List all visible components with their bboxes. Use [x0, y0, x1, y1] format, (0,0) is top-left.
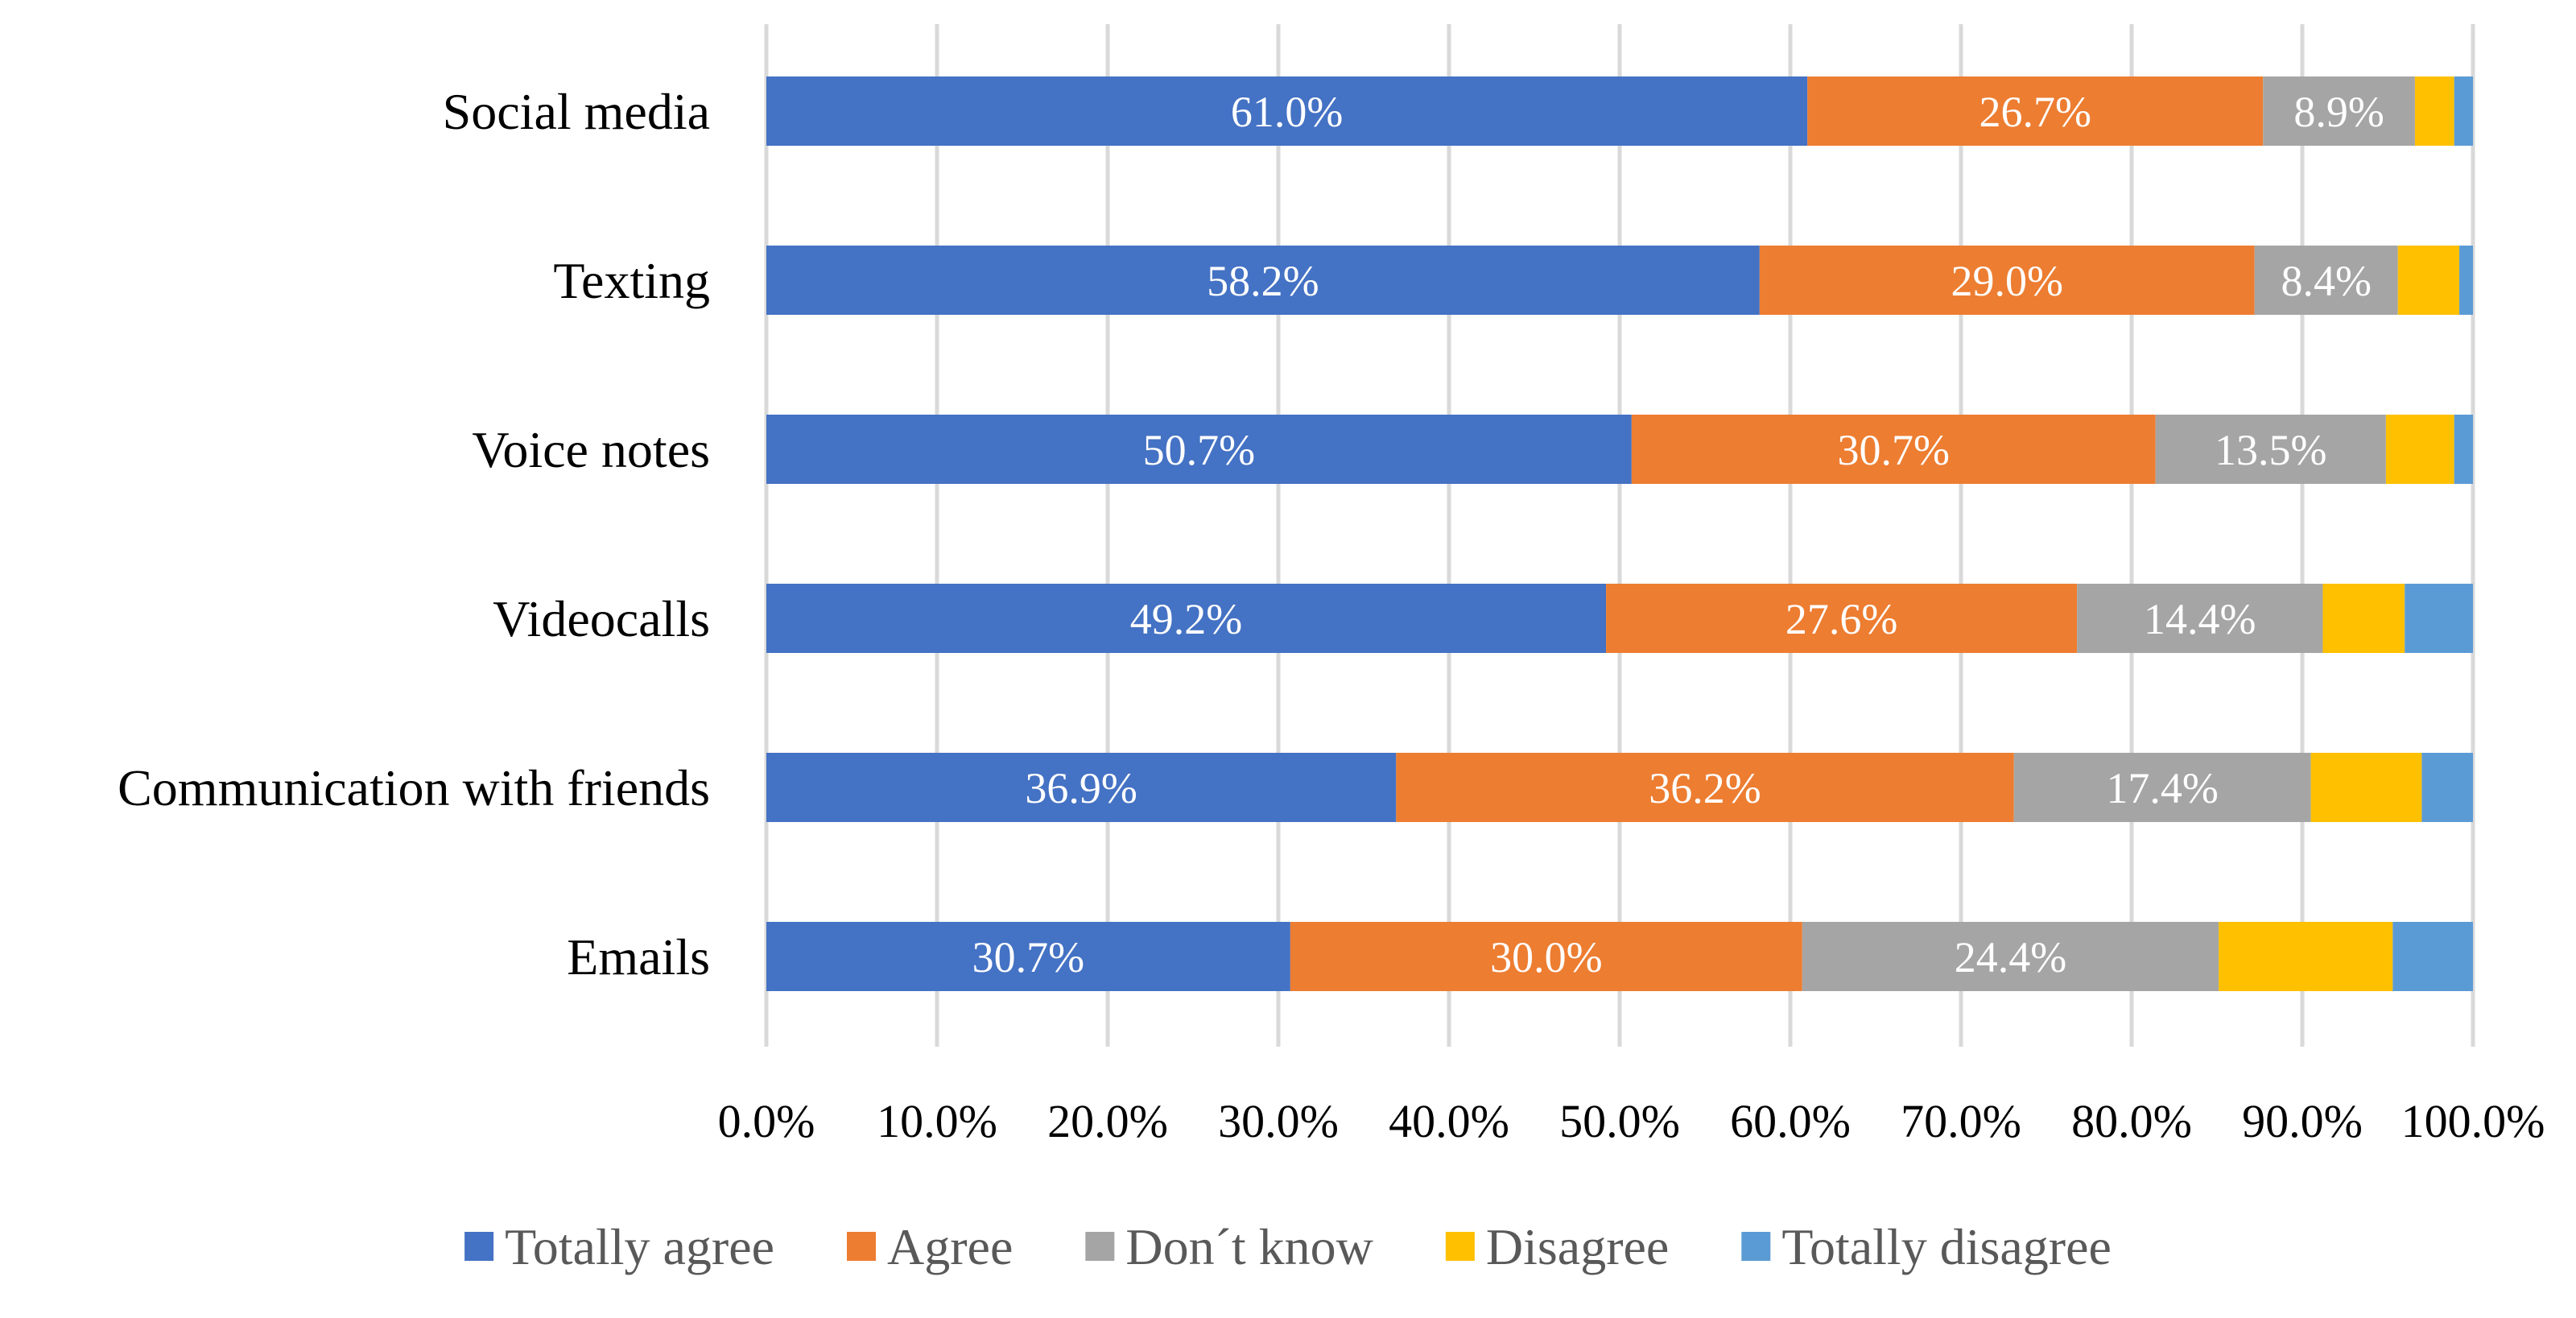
bar-0-2 [2263, 76, 2415, 146]
data-label-2-1: 30.7% [1838, 426, 1950, 474]
bar-4-3 [2310, 753, 2422, 822]
bar-0-0 [766, 76, 1808, 146]
category-label-2: Voice notes [472, 421, 710, 478]
category-label-5: Emails [567, 928, 710, 985]
bar-0-3 [2414, 76, 2454, 146]
bar-1-1 [1759, 246, 2255, 315]
data-label-1-2: 8.4% [2281, 257, 2371, 305]
legend-item-0: Totally agree [464, 1218, 774, 1275]
bar-3-2 [2077, 584, 2323, 653]
x-tick-label-5: 50.0% [1559, 1095, 1680, 1147]
x-tick-label-9: 90.0% [2242, 1095, 2363, 1147]
legend-swatch-2 [1085, 1232, 1115, 1261]
bar-0-1 [1807, 76, 2264, 146]
legend-item-4: Totally disagree [1741, 1218, 2112, 1275]
legend-label-0: Totally agree [505, 1218, 774, 1275]
bar-4-1 [1396, 753, 2014, 822]
data-label-5-2: 24.4% [1955, 933, 2066, 981]
bar-1-0 [766, 246, 1760, 315]
legend-label-1: Agree [887, 1218, 1013, 1275]
bar-5-4 [2392, 922, 2473, 991]
bar-0-4 [2454, 76, 2473, 146]
legend-swatch-4 [1741, 1232, 1771, 1261]
bar-1-4 [2459, 246, 2473, 315]
x-tick-label-4: 40.0% [1389, 1095, 1509, 1147]
x-tick-label-3: 30.0% [1218, 1095, 1339, 1147]
bar-2-1 [1631, 415, 2156, 484]
legend-item-2: Don´t know [1085, 1218, 1373, 1275]
data-label-5-0: 30.7% [972, 933, 1084, 981]
data-label-2-0: 50.7% [1143, 426, 1255, 474]
x-tick-label-6: 60.0% [1730, 1095, 1851, 1147]
bars: 61.0% 26.7% 8.9% 58.2% 29.0% 8.4% 50.7% 30.7% 13… [766, 76, 2473, 991]
category-label-4: Communication with friends [118, 759, 710, 816]
x-tick-label-7: 70.0% [1901, 1095, 2021, 1147]
legend-label-3: Disagree [1486, 1218, 1669, 1275]
legend: Totally agree Agree Don´t know Disagree Tota… [464, 1218, 2112, 1275]
bar-3-0 [766, 584, 1607, 653]
legend-item-3: Disagree [1445, 1218, 1669, 1275]
data-label-3-1: 27.6% [1785, 595, 1897, 643]
legend-swatch-3 [1445, 1232, 1475, 1261]
x-tick-label-0: 0.0% [718, 1095, 815, 1147]
legend-swatch-0 [464, 1232, 494, 1261]
x-tick-label-10: 100.0% [2401, 1095, 2545, 1147]
legend-label-2: Don´t know [1125, 1218, 1373, 1275]
legend-item-1: Agree [847, 1218, 1013, 1275]
category-label-1: Texting [553, 252, 710, 309]
bar-5-2 [1802, 922, 2219, 991]
data-label-0-2: 8.9% [2293, 88, 2384, 136]
data-label-4-1: 36.2% [1649, 764, 1761, 812]
data-label-2-2: 13.5% [2215, 426, 2326, 474]
x-tick-label-2: 20.0% [1047, 1095, 1168, 1147]
category-label-3: Videocalls [493, 590, 710, 647]
legend-swatch-1 [847, 1232, 876, 1261]
data-label-0-0: 61.0% [1231, 88, 1343, 136]
bar-1-3 [2397, 246, 2460, 315]
bar-2-3 [2385, 415, 2454, 484]
bar-5-3 [2219, 922, 2393, 991]
legend-label-4: Totally disagree [1781, 1218, 2112, 1275]
data-label-3-2: 14.4% [2144, 595, 2256, 643]
bar-2-0 [766, 415, 1632, 484]
bar-1-2 [2254, 246, 2398, 315]
bar-3-3 [2322, 584, 2405, 653]
category-labels: Social media Texting Voice notes Videocalls… [118, 83, 710, 985]
bar-2-2 [2155, 415, 2386, 484]
data-label-0-1: 26.7% [1979, 88, 2091, 136]
bar-3-1 [1606, 584, 2078, 653]
data-label-4-0: 36.9% [1025, 764, 1137, 812]
data-label-3-0: 49.2% [1130, 595, 1242, 643]
data-label-5-1: 30.0% [1490, 933, 1602, 981]
data-label-1-1: 29.0% [1951, 257, 2062, 305]
bar-2-4 [2454, 415, 2473, 484]
bar-4-4 [2421, 753, 2473, 822]
data-label-4-2: 17.4% [2106, 764, 2218, 812]
x-tick-label-1: 10.0% [877, 1095, 997, 1147]
bar-4-2 [2013, 753, 2311, 822]
bar-5-0 [766, 922, 1290, 991]
category-label-0: Social media [443, 83, 710, 140]
bar-5-1 [1290, 922, 1802, 991]
bar-3-4 [2405, 584, 2473, 653]
data-label-1-0: 58.2% [1207, 257, 1319, 305]
x-tick-label-8: 80.0% [2071, 1095, 2192, 1147]
gridlines [764, 24, 2475, 1047]
x-axis-tick-labels: 0.0% 10.0% 20.0% 30.0% 40.0% 50.0% 60.0% 70.0% 8… [718, 1095, 2545, 1147]
bar-4-0 [766, 753, 1397, 822]
